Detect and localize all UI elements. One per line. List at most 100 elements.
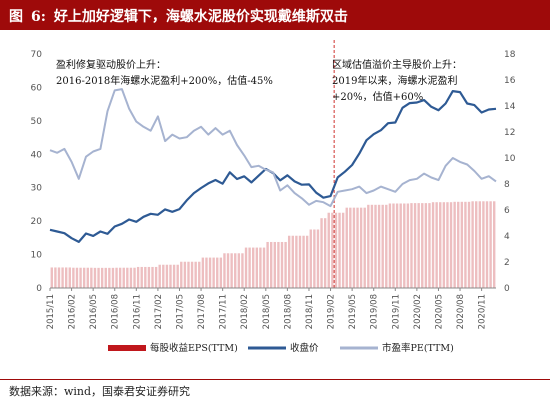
eps-bar bbox=[252, 247, 255, 288]
left-tick-label: 20 bbox=[31, 217, 43, 227]
annotation-right-line: 2019年以来，海螺水泥盈利 bbox=[332, 74, 457, 87]
eps-bar bbox=[413, 203, 417, 288]
eps-bar bbox=[284, 241, 287, 288]
eps-bar bbox=[270, 241, 273, 288]
eps-bar bbox=[302, 235, 305, 288]
eps-bar bbox=[244, 247, 248, 288]
x-tick-label: 2019/08 bbox=[370, 294, 380, 329]
eps-bar bbox=[241, 253, 244, 288]
left-tick-label: 10 bbox=[31, 251, 43, 261]
eps-bar bbox=[453, 201, 456, 288]
eps-bar bbox=[467, 201, 471, 288]
eps-bar bbox=[449, 202, 453, 288]
eps-bar bbox=[482, 201, 485, 288]
x-tick-label: 2018/05 bbox=[262, 294, 272, 329]
eps-bar bbox=[144, 266, 147, 288]
eps-bar bbox=[216, 257, 219, 288]
eps-bar bbox=[266, 241, 269, 288]
legend-eps-swatch bbox=[108, 345, 146, 351]
eps-bar bbox=[180, 261, 183, 288]
eps-bar bbox=[363, 207, 366, 288]
eps-bar bbox=[108, 267, 111, 288]
right-tick-label: 6 bbox=[504, 206, 510, 216]
right-tick-label: 0 bbox=[504, 284, 510, 294]
eps-bar bbox=[475, 201, 478, 288]
eps-bar bbox=[230, 253, 233, 288]
eps-bar bbox=[424, 203, 428, 288]
x-axis: 2015/11 2016/02 2016/05 2016/08 2016/11 2017/… bbox=[46, 287, 496, 329]
x-tick-label: 2020/08 bbox=[456, 294, 466, 329]
right-tick-label: 12 bbox=[504, 128, 515, 138]
right-tick-label: 10 bbox=[504, 154, 516, 164]
eps-bar bbox=[428, 203, 431, 288]
eps-bar bbox=[313, 229, 316, 288]
eps-bar bbox=[79, 267, 82, 288]
eps-bar bbox=[489, 201, 492, 288]
eps-bar bbox=[478, 201, 482, 288]
x-tick-label: 2016/11 bbox=[132, 294, 142, 329]
eps-bar bbox=[97, 267, 100, 288]
figure-title: 好上加好逻辑下，海螺水泥股价实现戴维斯双击 bbox=[53, 9, 348, 25]
eps-bar bbox=[356, 207, 359, 288]
eps-bar bbox=[190, 261, 194, 288]
eps-bar bbox=[460, 201, 464, 288]
legend-pe-label: 市盈率PE(TTM) bbox=[382, 342, 454, 354]
eps-bar bbox=[327, 212, 330, 288]
eps-bar bbox=[291, 235, 294, 288]
eps-bar bbox=[158, 264, 161, 288]
left-tick-label: 0 bbox=[36, 284, 42, 294]
eps-bar bbox=[75, 267, 79, 288]
eps-bar bbox=[183, 261, 187, 288]
x-tick-label: 2016/02 bbox=[68, 294, 78, 329]
eps-bar bbox=[208, 257, 212, 288]
eps-bar bbox=[367, 204, 370, 288]
left-axis: 0 10 20 30 40 50 60 70 bbox=[31, 50, 43, 294]
eps-bar bbox=[201, 257, 205, 288]
figure-title-row: 图 6: 好上加好逻辑下，海螺水泥股价实现戴维斯双击 bbox=[9, 6, 356, 26]
eps-bar bbox=[410, 203, 413, 288]
x-tick-label: 2016/08 bbox=[111, 294, 121, 329]
right-tick-label: 18 bbox=[504, 50, 516, 60]
eps-bar bbox=[341, 212, 345, 288]
eps-bar bbox=[151, 266, 154, 288]
right-tick-label: 16 bbox=[504, 76, 516, 86]
left-tick-label: 50 bbox=[31, 117, 43, 127]
eps-bar bbox=[136, 266, 140, 288]
eps-bar bbox=[273, 241, 276, 288]
eps-bar bbox=[61, 267, 64, 288]
x-tick-label: 2018/02 bbox=[240, 294, 250, 329]
eps-bar bbox=[54, 267, 57, 288]
source-note: 数据来源：wind，国泰君安证券研究 bbox=[9, 385, 191, 398]
left-tick-label: 40 bbox=[31, 150, 43, 160]
figure-header: 图 6: 好上加好逻辑下，海螺水泥股价实现戴维斯双击 bbox=[0, 0, 550, 30]
eps-bar bbox=[111, 267, 115, 288]
pe-line bbox=[49, 88, 497, 208]
annotation-left-line: 2016-2018年海螺水泥盈利+200%，估值-45% bbox=[56, 74, 273, 87]
x-tick-label: 2017/11 bbox=[219, 294, 229, 329]
eps-bar bbox=[219, 257, 223, 288]
eps-bar bbox=[493, 201, 496, 288]
eps-bar bbox=[140, 266, 143, 288]
eps-bar bbox=[133, 267, 136, 288]
eps-bar bbox=[194, 261, 197, 288]
eps-bar bbox=[417, 203, 420, 288]
annotations: 盈利修复驱动股价上升： 2016-2018年海螺水泥盈利+200%，估值-45% 区… bbox=[56, 58, 462, 103]
left-tick-label: 70 bbox=[31, 50, 43, 60]
eps-bar bbox=[345, 207, 348, 288]
eps-bar bbox=[259, 247, 262, 288]
eps-bar bbox=[421, 203, 424, 288]
eps-bar bbox=[385, 204, 388, 288]
plot-area bbox=[49, 40, 497, 288]
eps-bar bbox=[64, 267, 68, 288]
eps-bar bbox=[442, 202, 446, 288]
x-tick-label: 2017/08 bbox=[197, 294, 207, 329]
eps-bar bbox=[309, 229, 312, 288]
eps-bar bbox=[86, 267, 89, 288]
eps-bar bbox=[154, 266, 158, 288]
eps-bar bbox=[82, 267, 86, 288]
eps-bar bbox=[446, 202, 449, 288]
eps-bar bbox=[198, 261, 201, 288]
right-tick-label: 4 bbox=[504, 232, 510, 242]
eps-bar bbox=[147, 266, 151, 288]
eps-bar bbox=[115, 267, 118, 288]
